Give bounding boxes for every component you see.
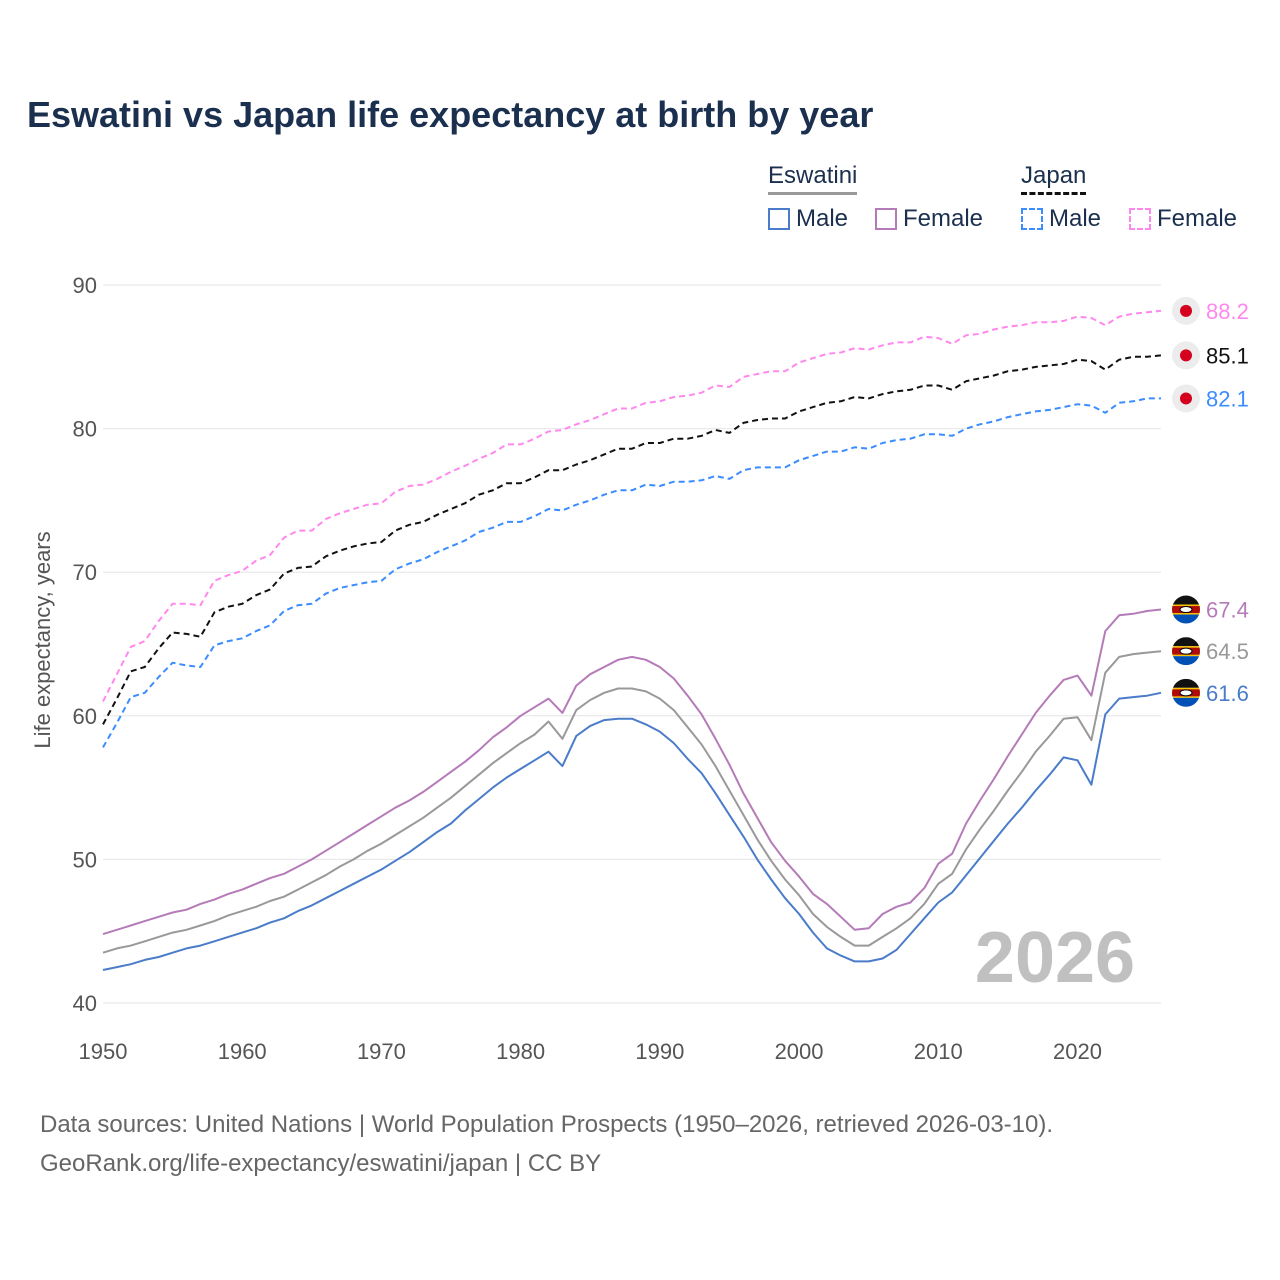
end-value-label: 67.4 [1206, 598, 1249, 623]
series-line-japan-female [102, 309, 1162, 702]
series-line-eswatini-female [102, 608, 1162, 936]
end-value-label: 82.1 [1206, 386, 1249, 411]
flag-stripe-top [1172, 595, 1200, 605]
legend-label: Male [796, 205, 849, 232]
legend-label: Female [903, 205, 984, 232]
flag-shield [1179, 689, 1193, 697]
flag-stripe-bottom [1172, 697, 1200, 707]
x-tick-label: 1970 [357, 1039, 406, 1064]
series-lines [102, 309, 1162, 971]
y-tick-label: 90 [73, 273, 97, 298]
legend-label: Female [1157, 205, 1238, 232]
legend-item-japan-male[interactable]: Male [1021, 205, 1101, 233]
y-tick-label: 80 [73, 417, 97, 442]
y-tick-label: 50 [73, 847, 97, 872]
x-tick-label: 2020 [1053, 1039, 1102, 1064]
x-tick-label: 1990 [635, 1039, 684, 1064]
footer: Data sources: United Nations | World Pop… [40, 1105, 1053, 1183]
end-value-label: 64.5 [1206, 639, 1249, 664]
legend-group-eswatini: Eswatini [768, 162, 858, 195]
flag-red-disc [1180, 349, 1192, 362]
x-tick-label: 2000 [775, 1039, 824, 1064]
flag-body [1172, 595, 1200, 624]
data-source: Data sources: United Nations | World Pop… [40, 1111, 1054, 1138]
legend-swatch [875, 208, 897, 230]
eswatini-flag-icon [1172, 637, 1200, 666]
y-axis-label: Life expectancy, years [30, 531, 55, 748]
legend-group-japan: Japan [1021, 162, 1087, 195]
legend-item-eswatini-female[interactable]: Female [875, 205, 983, 233]
end-value-label: 61.6 [1206, 681, 1249, 706]
series-line-japan-male [102, 397, 1161, 748]
japan-flag-icon [1172, 296, 1200, 325]
eswatini-flag-icon [1172, 678, 1200, 707]
x-tick-label: 1950 [79, 1039, 128, 1064]
japan-flag-icon [1172, 384, 1200, 413]
legend-item-japan-female[interactable]: Female [1129, 205, 1237, 233]
end-value-label: 85.1 [1206, 343, 1249, 368]
chart-title: Eswatini vs Japan life expectancy at bir… [27, 94, 874, 135]
x-tick-label: 1980 [496, 1039, 545, 1064]
y-tick-label: 40 [73, 991, 97, 1016]
legend-swatch [1129, 208, 1151, 230]
series-line-eswatini-male [102, 691, 1162, 971]
legend-swatch [768, 208, 790, 230]
series-line-eswatini-both [102, 650, 1162, 954]
flag-body [1172, 678, 1200, 707]
grid: 40 50 60 70 80 90 1950 1960 1970 1980 1990 2000 2010… [73, 273, 1161, 1064]
x-tick-label: 1960 [218, 1039, 267, 1064]
y-tick-label: 70 [73, 560, 97, 585]
flag-stripe-bottom [1172, 614, 1200, 624]
legend-label: Male [1049, 205, 1102, 232]
flag-stripe-top [1172, 637, 1200, 647]
flag-stripe-top [1172, 678, 1200, 688]
flag-shield [1179, 647, 1193, 655]
legend-item-eswatini-male[interactable]: Male [768, 205, 848, 233]
source-link[interactable]: GeoRank.org/life-expectancy/eswatini/jap… [40, 1150, 602, 1177]
year-watermark: 2026 [975, 918, 1135, 998]
japan-flag-icon [1172, 341, 1200, 370]
flag-body [1172, 637, 1200, 666]
legend-swatch [1021, 208, 1043, 230]
flag-red-disc [1180, 392, 1192, 405]
flag-stripe-bottom [1172, 656, 1200, 666]
flag-shield [1179, 606, 1193, 614]
series-line-japan-both [102, 354, 1162, 725]
end-value-label: 88.2 [1206, 299, 1249, 324]
flag-red-disc [1180, 304, 1192, 317]
eswatini-flag-icon [1172, 595, 1200, 624]
y-tick-label: 60 [73, 704, 97, 729]
end-labels: 88.2 85.1 82.1 67.4 64.5 61.6 [1172, 296, 1249, 707]
x-tick-label: 2010 [914, 1039, 963, 1064]
